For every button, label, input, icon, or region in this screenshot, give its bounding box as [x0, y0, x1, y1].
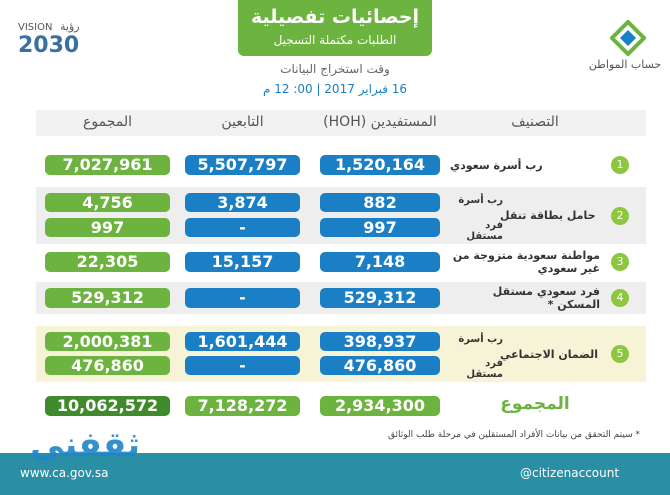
value-pill: 3,874 [185, 193, 300, 212]
total-pill: 7,128,272 [185, 396, 300, 416]
footer-bar [0, 453, 670, 495]
value-pill: 22,305 [45, 252, 170, 272]
value-pill: 15,157 [185, 252, 300, 272]
row-sublabel: رب أسرة [458, 334, 503, 345]
column-header: التصنيف [511, 114, 559, 130]
total-label: المجموع [500, 394, 570, 414]
row-label: الضمان الاجتماعي [500, 347, 598, 361]
row-label: رب أسرة سعودي [450, 158, 543, 172]
value-pill: 476,860 [320, 356, 440, 375]
citizen-logo-text: حساب المواطن [588, 58, 662, 71]
total-pill: 2,934,300 [320, 396, 440, 416]
value-pill: 7,148 [320, 252, 440, 272]
value-pill: - [185, 356, 300, 375]
value-pill: 1,601,444 [185, 332, 300, 351]
title-box [238, 0, 432, 56]
total-pill: 10,062,572 [45, 396, 170, 416]
header-band [36, 110, 646, 136]
value-pill: 882 [320, 193, 440, 212]
vision-year: 2030 [18, 33, 80, 58]
value-pill: 5,507,797 [185, 155, 300, 175]
value-pill: 4,756 [45, 193, 170, 212]
value-pill: - [185, 288, 300, 308]
row-label: فرد سعودي مستقل المسكن * [492, 285, 600, 311]
value-pill: 997 [45, 218, 170, 237]
column-header: المجموع [83, 114, 132, 130]
vision-word: VISION [18, 22, 53, 33]
value-pill: 997 [320, 218, 440, 237]
row-number: 1 [611, 156, 629, 174]
timestamp: 16 فبراير 2017 | 00: 12 م [262, 82, 408, 96]
value-pill: - [185, 218, 300, 237]
row-number: 2 [611, 206, 629, 225]
value-pill: 1,520,164 [320, 155, 440, 175]
value-pill: 7,027,961 [45, 155, 170, 175]
row-sublabel: رب أسرة [458, 195, 503, 206]
row-label: حامل بطاقة تنقل [500, 209, 596, 222]
row-number: 5 [611, 345, 629, 363]
column-header: المستفيدين (HOH) [323, 114, 437, 130]
footer-website: www.ca.gov.sa [20, 466, 109, 480]
value-pill: 529,312 [320, 288, 440, 308]
row-number: 4 [611, 289, 629, 307]
column-header: التابعين [221, 114, 264, 130]
footer-handle: @citizenaccount [520, 466, 620, 480]
value-pill: 398,937 [320, 332, 440, 351]
footnote: * سيتم التحقق من بيانات الأفراد المستقلي… [387, 430, 640, 440]
row-number: 3 [611, 253, 629, 271]
row-label: مواطنة سعودية متزوجة من غير سعودي [452, 249, 600, 275]
watermark: ثقفني [30, 425, 140, 465]
row-sublabel: فرد مستقل [466, 220, 503, 242]
value-pill: 2,000,381 [45, 332, 170, 351]
value-pill: 476,860 [45, 356, 170, 375]
citizen-logo-icon [610, 20, 646, 56]
timestamp-label: وقت استخراج البيانات [280, 62, 390, 76]
vision-arabic: رؤية [60, 20, 80, 33]
row-sublabel: فرد مستقل [466, 358, 503, 380]
subtitle: الطلبات مكتملة التسجيل [273, 33, 397, 47]
title: إحصائيات تفصيلية [250, 6, 420, 28]
value-pill: 529,312 [45, 288, 170, 308]
